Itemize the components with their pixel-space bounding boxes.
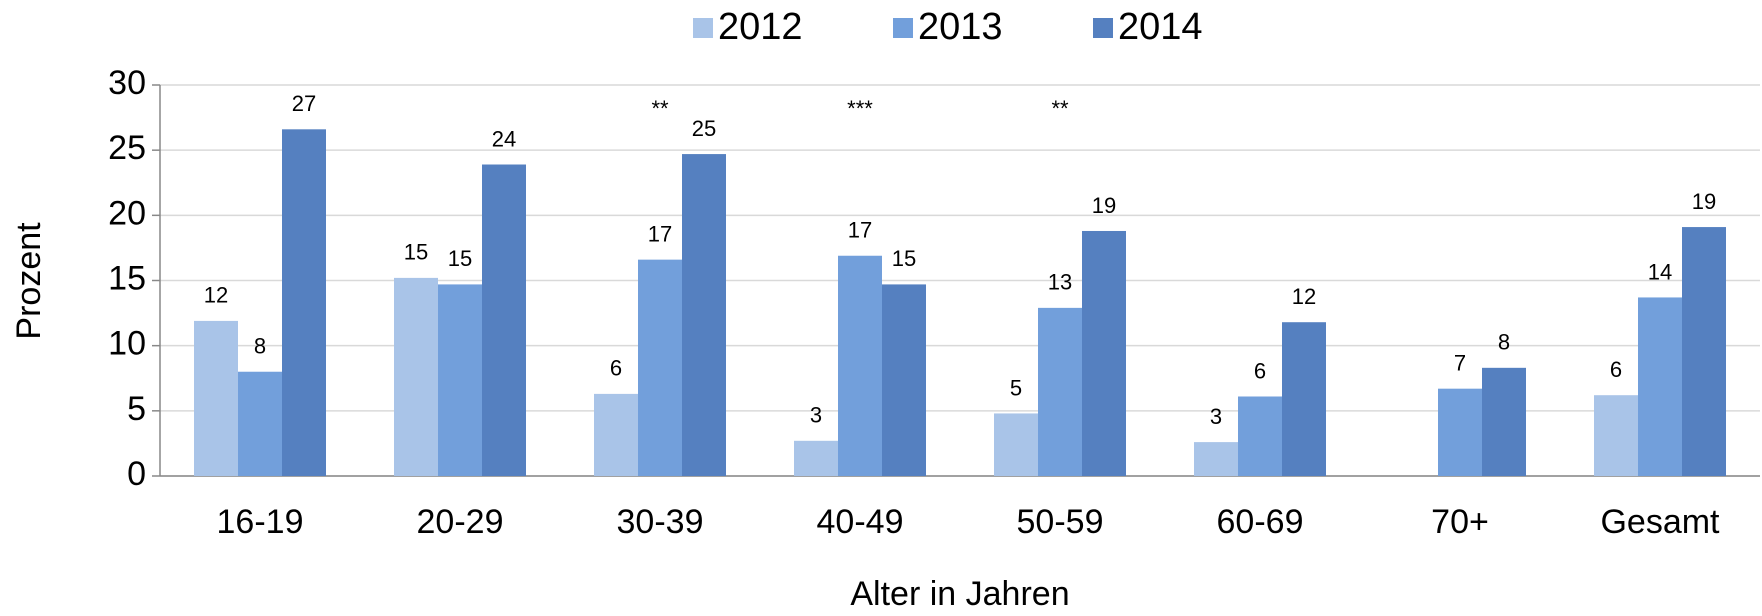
bar <box>794 440 838 476</box>
y-tick-label: 30 <box>108 64 146 102</box>
x-tick-label: 60-69 <box>1217 503 1304 541</box>
data-label: 8 <box>1498 330 1510 355</box>
x-tick-label: 20-29 <box>417 503 504 541</box>
data-label: 13 <box>1048 270 1072 295</box>
x-tick-label: 50-59 <box>1017 503 1104 541</box>
data-label: 15 <box>892 246 916 271</box>
bar <box>194 320 238 476</box>
x-tick-label: 40-49 <box>817 503 904 541</box>
bar <box>238 371 282 476</box>
legend-swatch <box>693 18 713 38</box>
x-tick-label: 16-19 <box>217 503 304 541</box>
y-tick-label: 20 <box>108 194 146 232</box>
x-tick-label: 70+ <box>1431 503 1489 541</box>
bar <box>994 413 1038 476</box>
data-label: 19 <box>1092 193 1116 218</box>
data-label: 7 <box>1454 350 1466 375</box>
data-label: 14 <box>1648 259 1672 284</box>
y-tick-label: 10 <box>108 325 146 363</box>
bar <box>1438 388 1482 476</box>
legend-label: 2013 <box>918 6 1003 48</box>
annotation: *** <box>847 96 873 121</box>
bar <box>1038 307 1082 476</box>
y-tick-label: 5 <box>127 390 146 428</box>
data-label: 15 <box>448 246 472 271</box>
data-label: 6 <box>610 356 622 381</box>
bar <box>882 284 926 476</box>
y-tick-label: 0 <box>127 455 146 493</box>
data-label: 17 <box>648 221 672 246</box>
data-label: 24 <box>492 126 516 151</box>
bar <box>1482 367 1526 476</box>
bar <box>1282 322 1326 476</box>
legend-swatch <box>1093 18 1113 38</box>
data-label: 12 <box>1292 284 1316 309</box>
data-label: 17 <box>848 218 872 243</box>
bar <box>594 393 638 476</box>
bar <box>1194 442 1238 476</box>
bar <box>682 154 726 476</box>
bar <box>638 259 682 476</box>
y-tick-label: 15 <box>108 259 146 297</box>
data-label: 6 <box>1610 357 1622 382</box>
data-label: 25 <box>692 116 716 141</box>
y-axis-title: Prozent <box>10 222 48 340</box>
data-label: 6 <box>1254 358 1266 383</box>
annotation: ** <box>1051 96 1069 121</box>
bar <box>1682 227 1726 476</box>
legend-label: 2014 <box>1118 6 1203 48</box>
legend-swatch <box>893 18 913 38</box>
bar <box>282 129 326 476</box>
bar <box>438 284 482 476</box>
data-label: 5 <box>1010 375 1022 400</box>
data-label: 8 <box>254 334 266 359</box>
x-tick-label: 30-39 <box>617 503 704 541</box>
annotation: ** <box>651 96 669 121</box>
data-label: 19 <box>1692 189 1716 214</box>
x-axis-title: Alter in Jahren <box>850 575 1069 613</box>
bar <box>838 255 882 476</box>
data-label: 3 <box>1210 404 1222 429</box>
bar <box>482 164 526 476</box>
data-label: 12 <box>204 283 228 308</box>
data-label: 3 <box>810 403 822 428</box>
data-label: 15 <box>404 240 428 265</box>
bar <box>1238 396 1282 476</box>
y-tick-label: 25 <box>108 129 146 167</box>
legend-label: 2012 <box>718 6 803 48</box>
bar <box>1638 297 1682 476</box>
bar <box>1082 230 1126 476</box>
bar <box>394 277 438 476</box>
bar <box>1594 395 1638 476</box>
data-label: 27 <box>292 91 316 116</box>
x-tick-label: Gesamt <box>1600 503 1720 541</box>
